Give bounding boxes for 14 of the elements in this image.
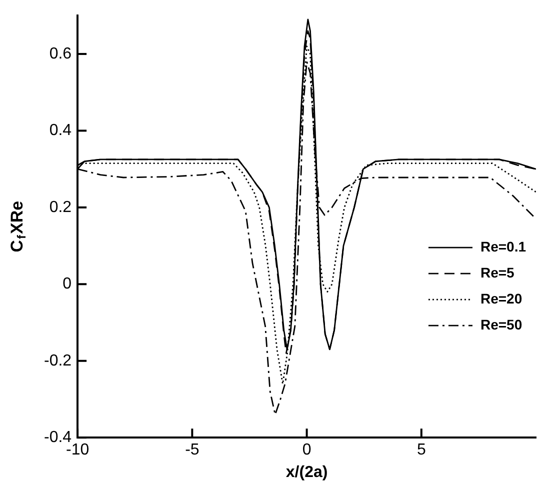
x-tick-label: -5 bbox=[185, 442, 200, 459]
y-tick-label: -0.2 bbox=[44, 352, 72, 370]
y-tick-label: 0.6 bbox=[49, 45, 72, 62]
y-axis-title: CfXRe bbox=[8, 200, 29, 252]
x-tick-label: 5 bbox=[416, 442, 426, 459]
legend-label: Re=20 bbox=[480, 290, 522, 306]
x-tick-label: 0 bbox=[302, 442, 312, 459]
y-tick-label: 0 bbox=[62, 276, 72, 293]
legend-label: Re=0.1 bbox=[480, 238, 526, 254]
x-axis-title: x/(2a) bbox=[286, 464, 328, 481]
y-tick-label: 0.4 bbox=[49, 122, 72, 140]
y-tick-label: 0.2 bbox=[49, 198, 72, 216]
legend-label: Re=50 bbox=[480, 316, 522, 332]
legend-label: Re=5 bbox=[480, 264, 515, 280]
